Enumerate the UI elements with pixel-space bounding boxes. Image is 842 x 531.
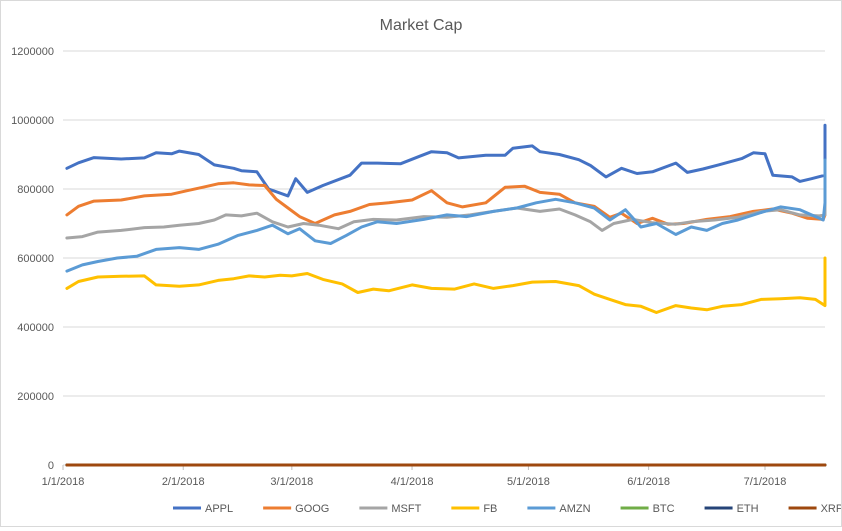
x-axis-ticks: 1/1/2018 2/1/2018 3/1/2018 4/1/2018 5/1/2018… — [42, 465, 787, 488]
legend-item-appl: APPL — [173, 503, 233, 515]
x-tick-label: 4/1/2018 — [391, 476, 434, 488]
y-tick-label: 800000 — [17, 184, 54, 196]
chart-title: Market Cap — [380, 17, 463, 34]
x-tick-label: 3/1/2018 — [270, 476, 313, 488]
series-line-amzn — [65, 158, 827, 273]
y-tick-label: 1000000 — [11, 115, 54, 127]
series-lines — [65, 123, 827, 467]
legend-label: AMZN — [559, 503, 590, 515]
legend-label: APPL — [205, 503, 233, 515]
legend-item-msft: MSFT — [359, 503, 422, 515]
y-axis-ticks: 0 200000 400000 600000 800000 1000000 1200000 — [11, 46, 54, 472]
series-line-fb — [65, 256, 827, 314]
legend-item-fb: FB — [451, 503, 497, 515]
x-tick-label: 5/1/2018 — [507, 476, 550, 488]
legend-item-xrp: XRP — [788, 503, 842, 515]
x-tick-label: 2/1/2018 — [162, 476, 205, 488]
x-tick-label: 7/1/2018 — [744, 476, 787, 488]
x-tick-label: 1/1/2018 — [42, 476, 85, 488]
legend-item-goog: GOOG — [263, 503, 329, 515]
legend-label: FB — [483, 503, 497, 515]
legend-label: XRP — [821, 503, 841, 515]
legend-item-btc: BTC — [620, 503, 675, 515]
legend-label: ETH — [737, 503, 759, 515]
y-tick-label: 400000 — [17, 322, 54, 334]
x-tick-label: 6/1/2018 — [627, 476, 670, 488]
y-tick-label: 600000 — [17, 253, 54, 265]
series-line-appl — [65, 123, 827, 198]
y-tick-label: 0 — [48, 460, 54, 472]
legend-label: BTC — [653, 503, 675, 515]
legend-label: MSFT — [391, 503, 421, 515]
series-line-msft — [65, 184, 827, 240]
y-tick-label: 200000 — [17, 391, 54, 403]
legend-label: GOOG — [295, 503, 329, 515]
y-tick-label: 1200000 — [11, 46, 54, 58]
legend-item-amzn: AMZN — [527, 503, 591, 515]
legend-item-eth: ETH — [704, 503, 759, 515]
gridlines — [63, 50, 825, 466]
legend: APPL GOOG MSFT FB AMZN BTC ETH XRP — [173, 503, 842, 515]
